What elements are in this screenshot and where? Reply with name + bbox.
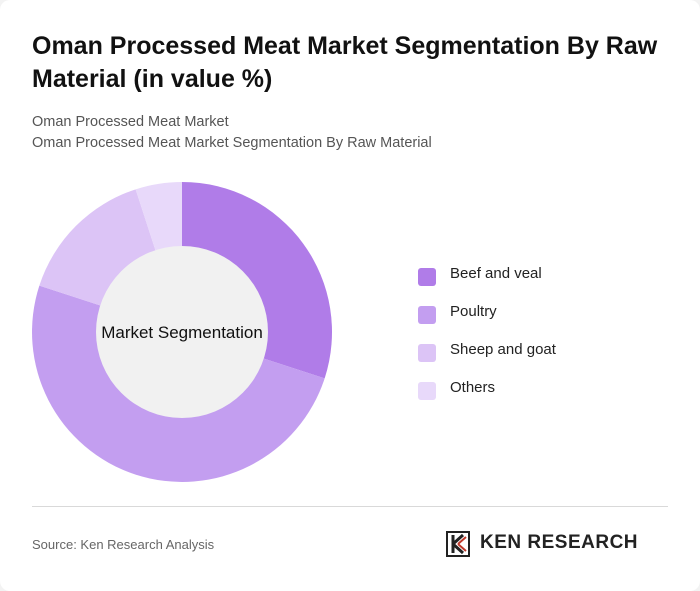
- brand-logo: KEN RESEARCH: [446, 531, 638, 557]
- footer-divider: [32, 506, 668, 507]
- legend-label: Others: [450, 379, 496, 396]
- legend-swatch: [418, 382, 436, 400]
- legend-swatch: [418, 306, 436, 324]
- legend-label: Beef and veal: [450, 265, 542, 282]
- legend-label: Sheep and goat: [450, 341, 556, 358]
- legend-swatch: [418, 344, 436, 362]
- donut-center: [96, 246, 268, 418]
- page-title: Oman Processed Meat Market Segmentation …: [32, 32, 658, 93]
- donut-center-label: Market Segmentation: [101, 323, 263, 342]
- subtitle-segmentation: Oman Processed Meat Market Segmentation …: [32, 135, 432, 151]
- legend-swatch: [418, 268, 436, 286]
- ken-research-logo-icon: [446, 531, 470, 557]
- legend-label: Poultry: [450, 303, 497, 320]
- source-note: Source: Ken Research Analysis: [32, 537, 215, 552]
- subtitle-market: Oman Processed Meat Market: [32, 114, 229, 130]
- brand-name: KEN RESEARCH: [480, 532, 639, 553]
- donut-chart: Market Segmentation: [32, 182, 332, 482]
